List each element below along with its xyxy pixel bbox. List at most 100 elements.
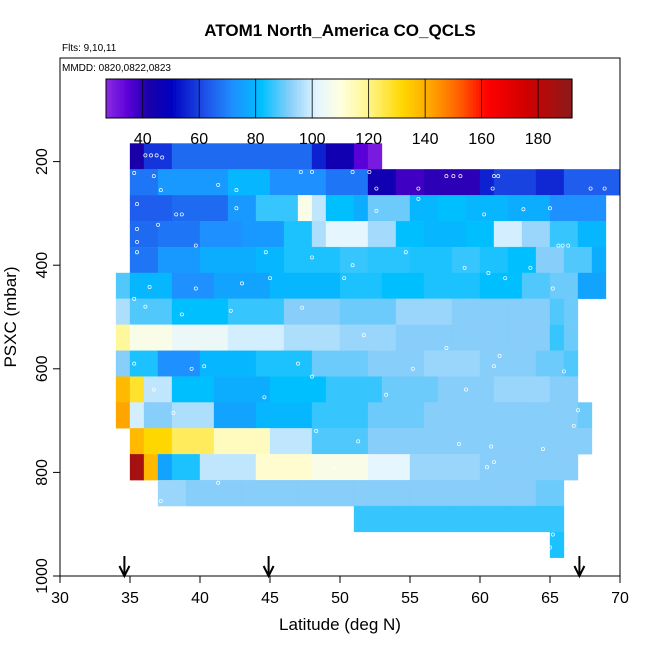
sample-point [132, 361, 137, 366]
heatmap-cell [325, 143, 355, 170]
colorbar-segment [569, 79, 573, 118]
sample-point [482, 212, 487, 217]
colorbar-segment [522, 79, 526, 118]
heatmap-cell [157, 169, 229, 196]
heatmap-cell [549, 376, 579, 403]
sample-point [240, 281, 244, 286]
sample-point [486, 271, 491, 275]
sample-point [410, 366, 415, 371]
sample-point [132, 171, 137, 175]
sample-point [149, 153, 153, 158]
y-tick-label: 800 [34, 459, 51, 486]
colorbar-segment [534, 79, 538, 118]
heatmap-cell [535, 454, 579, 481]
sample-point [171, 410, 176, 415]
colorbar-segment [443, 79, 448, 118]
heatmap-cell [409, 454, 481, 481]
heatmap-cell [591, 246, 607, 274]
colorbar-segment [376, 79, 381, 118]
colorbar-segment [120, 79, 125, 118]
colorbar-segment [263, 79, 267, 118]
x-tick-label: 50 [331, 590, 349, 607]
colorbar-segment [237, 79, 241, 118]
heatmap-cell [535, 428, 593, 455]
colorbar-segment [371, 79, 375, 118]
colorbar-tick-label: 60 [190, 131, 208, 148]
heatmap-cell [423, 350, 481, 377]
sample-point [492, 364, 496, 369]
colorbar-tick-label: 100 [299, 131, 326, 148]
sample-point [314, 429, 319, 433]
sample-point [403, 250, 408, 255]
colorbar-segment [440, 79, 445, 118]
heatmap-cell [255, 402, 313, 429]
heatmap-cell [129, 350, 159, 377]
sample-point [350, 170, 355, 174]
sample-point [147, 285, 152, 289]
colorbar-segment [149, 79, 154, 118]
heatmap-cell [199, 246, 257, 274]
colorbar-segment [455, 79, 460, 118]
colorbar-segment [452, 79, 457, 118]
heatmap-cell [507, 505, 565, 533]
heatmap-cell [171, 454, 201, 481]
sample-point [135, 226, 139, 231]
colorbar-segment [187, 79, 192, 118]
sample-point [310, 170, 314, 174]
heatmap-cell [367, 454, 411, 481]
colorbar-segment [283, 79, 288, 118]
colorbar-segment [539, 79, 544, 118]
heatmap-cell [213, 376, 271, 403]
colorbar-segment [435, 79, 439, 118]
heatmap-cell [367, 246, 411, 274]
heatmap-cell [339, 272, 383, 300]
colorbar-segment [181, 79, 186, 118]
colorbar-segment [152, 79, 157, 118]
colorbar-segment [239, 79, 244, 118]
sample-point [296, 361, 300, 366]
x-axis: 30 35 40 45 50 55 60 65 70 [51, 576, 629, 607]
heatmap-cell [367, 221, 397, 248]
colorbar-segment [222, 79, 227, 118]
colorbar-segment [362, 79, 366, 118]
colorbar-segment [557, 79, 561, 118]
colorbar-segment [306, 79, 311, 118]
sample-point [300, 305, 305, 310]
heatmap-cell [479, 402, 537, 429]
heatmap-cell [227, 324, 285, 351]
heatmap-cell [199, 350, 257, 377]
colorbar-segment [242, 79, 247, 118]
colorbar-segment [356, 79, 360, 118]
sample-point [216, 182, 221, 187]
sample-point [135, 202, 139, 207]
sample-point [457, 441, 461, 446]
colorbar-segment [231, 79, 235, 118]
heatmap-cell [311, 402, 369, 429]
colorbar-segment [251, 79, 256, 118]
colorbar-segment [484, 79, 489, 118]
colorbar-tick-label: 80 [247, 131, 265, 148]
colorbar-segment [554, 79, 559, 118]
heatmap-cell [423, 428, 481, 455]
colorbar-segment [394, 79, 398, 118]
colorbar-segment [513, 79, 518, 118]
sample-point [541, 447, 545, 452]
heatmap-cell [381, 376, 439, 403]
colorbar-tick-label: 160 [468, 131, 495, 148]
colorbar-segment [205, 79, 209, 118]
sample-point [228, 308, 233, 313]
sample-point [234, 188, 239, 193]
colorbar-segment [132, 79, 136, 118]
colorbar-segment [295, 79, 299, 118]
sample-point [179, 212, 184, 217]
heatmap-cells [115, 143, 620, 559]
heatmap-cell [311, 350, 369, 377]
colorbar-segment [161, 79, 165, 118]
colorbar-segment [225, 79, 229, 118]
heatmap-cell [129, 428, 145, 455]
heatmap-cell [479, 480, 537, 507]
sample-point [416, 186, 421, 191]
colorbar-segment [341, 79, 346, 118]
heatmap-cell [437, 376, 495, 403]
